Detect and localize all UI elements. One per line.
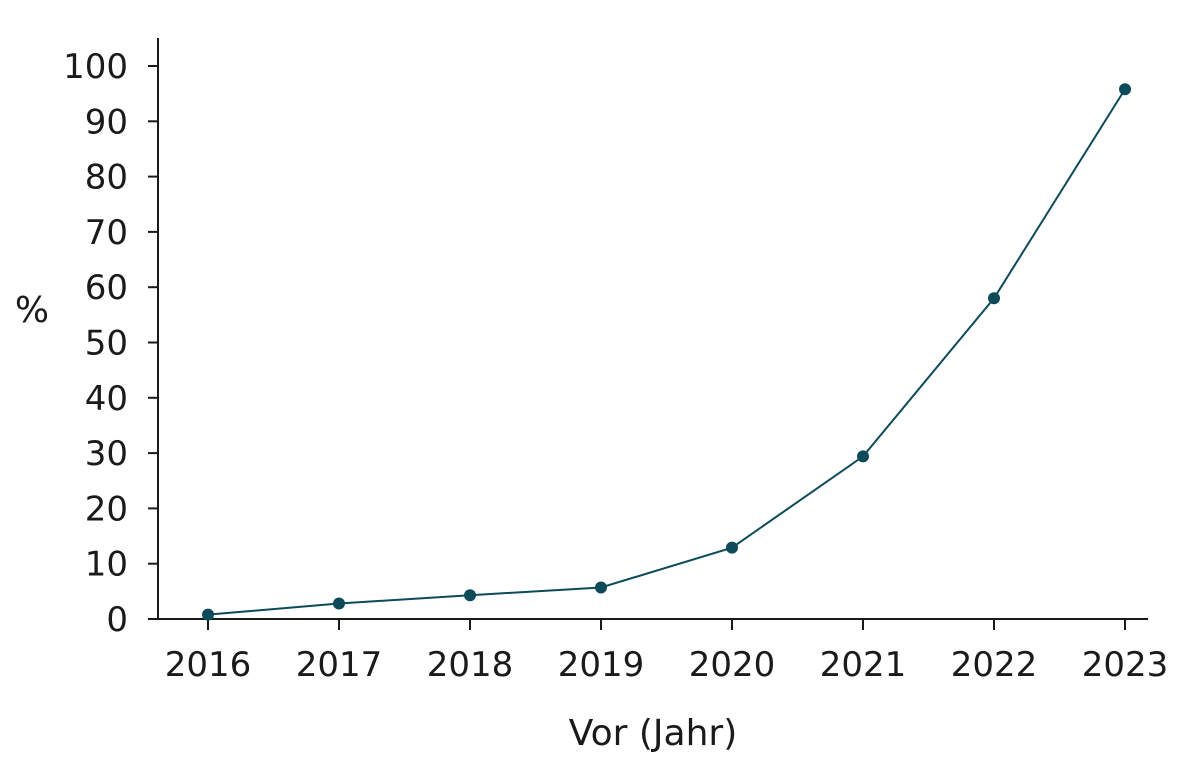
y-tick-label: 60 (85, 268, 128, 308)
data-point-2016 (202, 608, 214, 621)
y-tick-label: 90 (85, 102, 128, 142)
y-tick-label: 80 (85, 158, 128, 198)
y-tick-label: 100 (63, 47, 128, 87)
data-point-2021 (857, 450, 869, 463)
x-tick-label: 2021 (820, 645, 907, 685)
data-point-2018 (464, 589, 476, 602)
x-axis-title: Vor (Jahr) (569, 713, 738, 754)
y-tick-label: 0 (106, 600, 128, 640)
series-line (207, 88, 1126, 616)
series-group (202, 83, 1131, 621)
x-tick-label: 2016 (165, 645, 252, 685)
y-tick-label: 20 (85, 489, 128, 529)
y-tick-label: 10 (85, 545, 128, 585)
data-point-2022 (988, 292, 1000, 305)
x-tick-label: 2017 (296, 645, 383, 685)
y-tick-label: 30 (85, 434, 128, 474)
x-tick-label: 2023 (1082, 645, 1169, 685)
data-point-2019 (595, 581, 607, 594)
x-tick-label: 2019 (558, 645, 645, 685)
data-point-2020 (726, 541, 738, 554)
y-axis-title: % (15, 290, 49, 331)
x-tick-label: 2018 (427, 645, 514, 685)
x-ticks: 2016 2017 2018 2019 2020 2021 2022 2023 (165, 619, 1169, 685)
y-tick-label: 50 (85, 324, 128, 364)
data-point-2017 (333, 597, 345, 610)
y-tick-label: 40 (85, 379, 128, 419)
y-tick-label: 70 (85, 213, 128, 253)
x-tick-label: 2020 (689, 645, 776, 685)
x-tick-label: 2022 (951, 645, 1038, 685)
y-ticks: 0 10 20 30 40 50 60 70 80 90 100 (63, 47, 158, 640)
data-point-2023 (1119, 83, 1131, 96)
